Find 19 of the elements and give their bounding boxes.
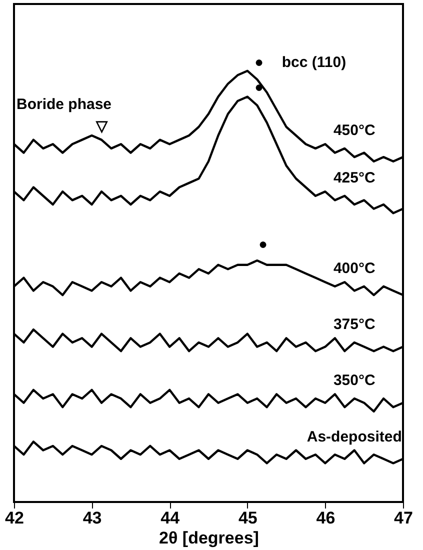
series-label: 375°C [333, 316, 376, 334]
series-label: 350°C [333, 372, 376, 390]
x-tick-label: 42 [5, 508, 24, 528]
series-label: 400°C [333, 260, 376, 278]
annotation: ● [258, 236, 268, 253]
x-tick-label: 46 [316, 508, 336, 528]
annotation: Boride phase [16, 96, 112, 113]
annotation: ▽ [95, 118, 108, 135]
x-tick-label: 44 [160, 508, 180, 528]
series-label: As-deposited [306, 428, 402, 446]
x-tick-label: 43 [82, 508, 102, 528]
series-label: 450°C [333, 122, 376, 140]
x-axis-title: 2θ [degrees] [159, 528, 259, 548]
x-tick-label: 45 [238, 508, 258, 528]
annotation: ● [254, 79, 264, 96]
series-label: 425°C [333, 170, 376, 187]
x-tick-label: 47 [394, 508, 413, 528]
annotation: ● [254, 54, 264, 71]
annotation: bcc (110) [282, 54, 346, 71]
